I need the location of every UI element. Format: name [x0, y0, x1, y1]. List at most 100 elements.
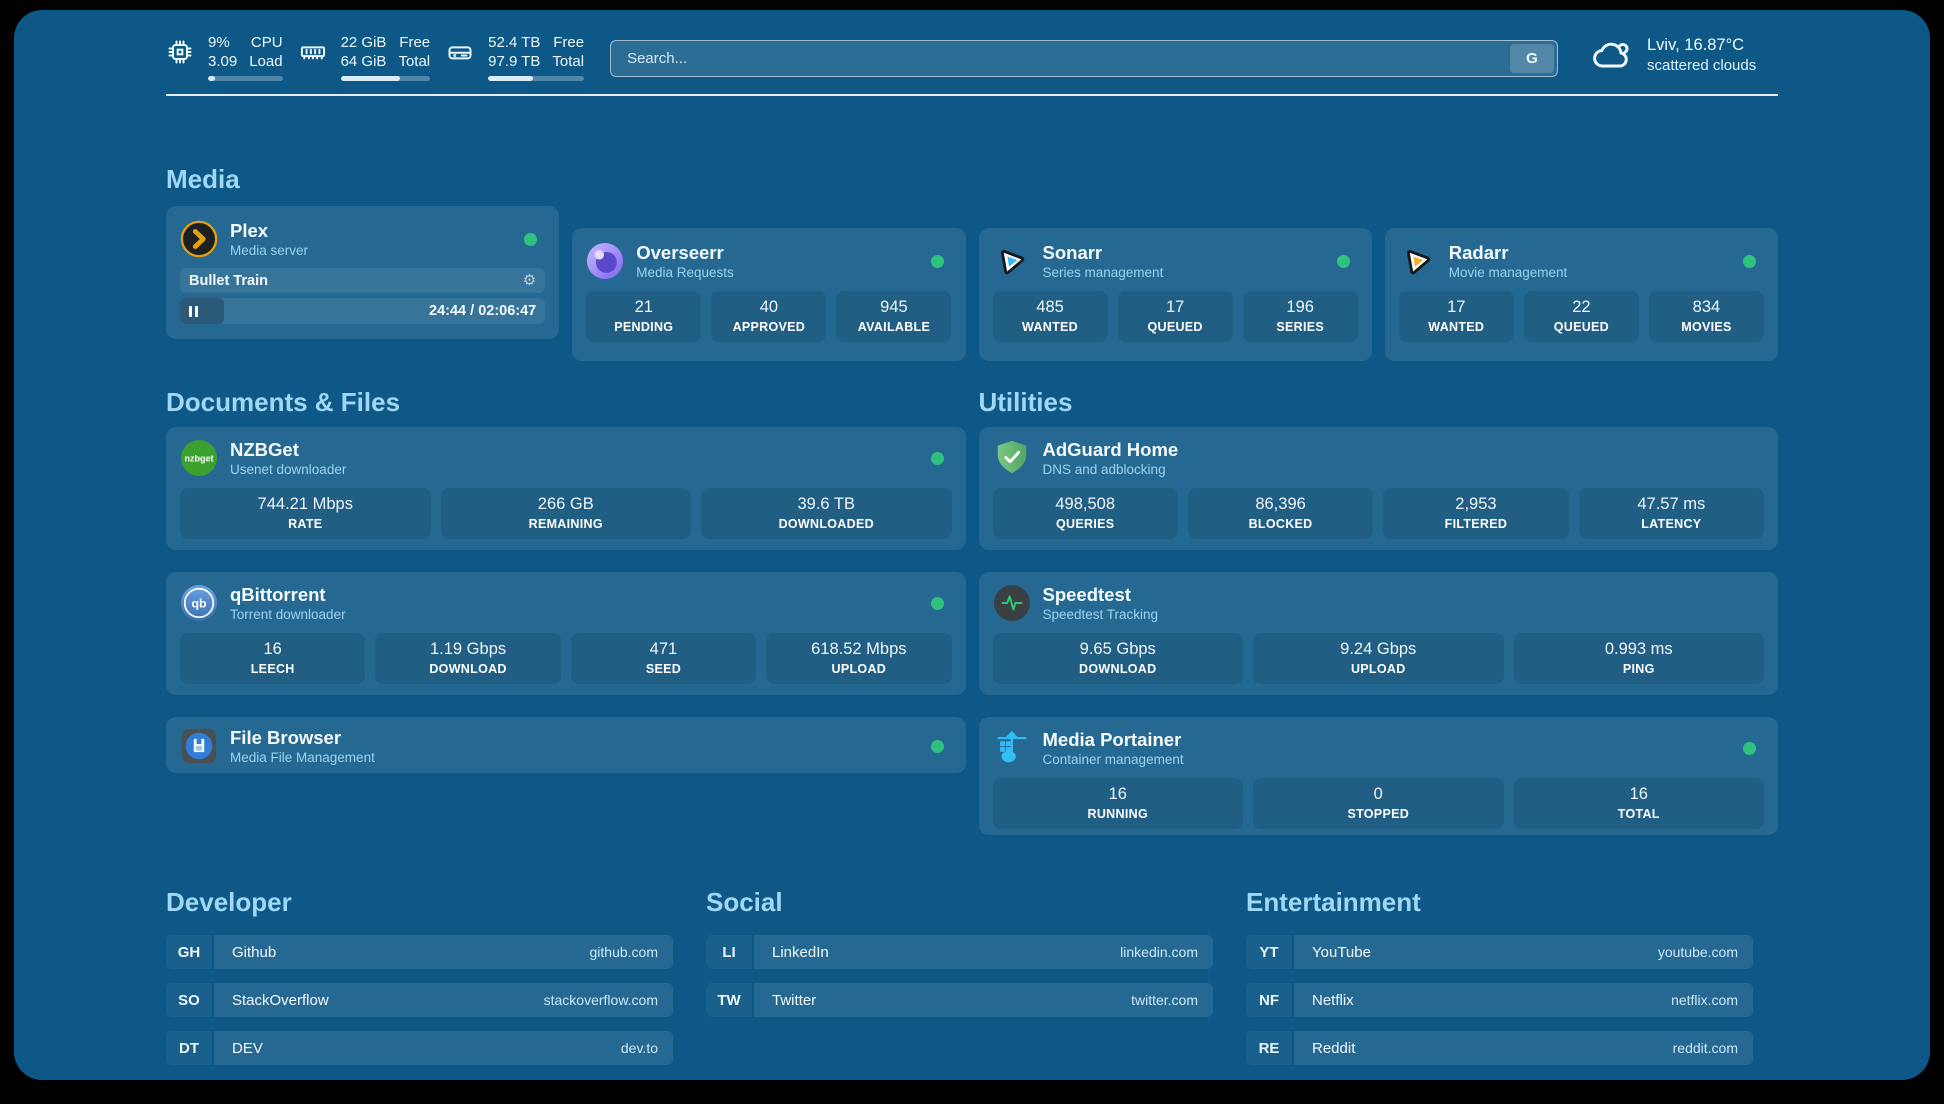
search-bar: G — [610, 40, 1558, 77]
bookmark-github[interactable]: GH Github github.com — [166, 935, 673, 969]
bookmark-twitter[interactable]: TW Twitter twitter.com — [706, 983, 1213, 1017]
media-grid: Plex Media server Bullet Train ⚙ 24:44 /… — [166, 206, 1778, 361]
weather-widget: Lviv, 16.87°C scattered clouds — [1590, 33, 1778, 77]
bookmark-url: github.com — [589, 944, 658, 960]
nzbget-stat-remaining: 266 GB REMAINING — [440, 488, 691, 539]
bookmark-url: twitter.com — [1131, 992, 1198, 1008]
adguard-stat-filtered: 2,953 FILTERED — [1383, 488, 1569, 539]
pause-icon[interactable] — [189, 305, 198, 317]
portainer-icon — [993, 729, 1031, 767]
card-sonarr[interactable]: Sonarr Series management 485 WANTED 17 QUE… — [978, 228, 1372, 361]
bookmark-abbr: GH — [166, 935, 212, 969]
bookmark-url: stackoverflow.com — [543, 992, 658, 1008]
search-input[interactable] — [610, 40, 1558, 77]
bookmark-name: Reddit — [1312, 1039, 1356, 1057]
nzbget-stat-downloaded: 39.6 TB DOWNLOADED — [701, 488, 952, 539]
bookmark-url: dev.to — [620, 1040, 658, 1056]
radarr-subtitle: Movie management — [1448, 265, 1568, 280]
speedtest-subtitle: Speedtest Tracking — [1042, 607, 1159, 622]
speedtest-stat-ping: 0.993 ms PING — [1513, 633, 1764, 684]
card-nzbget[interactable]: nzbget NZBGet Usenet downloader 744.21 M… — [166, 427, 966, 550]
radarr-status-dot — [1743, 254, 1756, 268]
bookmark-name: YouTube — [1312, 943, 1371, 961]
bookmark-url: reddit.com — [1672, 1040, 1738, 1056]
speedtest-icon — [993, 584, 1031, 622]
section-title-developer: Developer — [166, 887, 292, 917]
adguard-stat-latency: 47.57 ms LATENCY — [1578, 488, 1764, 539]
portainer-stat-stopped: 0 STOPPED — [1253, 778, 1504, 829]
bookmark-name: StackOverflow — [232, 991, 329, 1009]
bookmark-url: youtube.com — [1657, 944, 1738, 960]
nzbget-title: NZBGet — [230, 439, 299, 460]
card-filebrowser[interactable]: File Browser Media File Management — [166, 717, 966, 773]
sonarr-title: Sonarr — [1042, 242, 1103, 263]
qbittorrent-title: qBittorrent — [230, 584, 326, 605]
sonarr-stat-series: 196 SERIES — [1242, 291, 1358, 342]
ram-progress — [340, 76, 431, 81]
system-stats: 9% 3.09 CPU Load 22 GiB — [166, 33, 585, 81]
sonarr-status-dot — [1336, 254, 1350, 268]
adguard-stat-blocked: 86,396 BLOCKED — [1187, 488, 1374, 539]
overseerr-status-dot — [930, 254, 944, 268]
overseerr-stat-available: 945 AVAILABLE — [836, 291, 952, 342]
bookmark-netflix[interactable]: NF Netflix netflix.com — [1246, 983, 1753, 1017]
utilities-column: Utilities AdGuard Home DNS and adblockin… — [978, 385, 1778, 835]
weather-summary: Lviv, 16.87°C — [1647, 35, 1745, 54]
overseerr-stat-approved: 40 APPROVED — [711, 291, 827, 342]
bookmark-linkedin[interactable]: LI LinkedIn linkedin.com — [706, 935, 1213, 969]
bookmarks-entertainment: Entertainment YT YouTube youtube.com NF … — [1246, 885, 1753, 1079]
card-adguard[interactable]: AdGuard Home DNS and adblocking 498,508 Q… — [978, 427, 1778, 550]
nzbget-icon: nzbget — [180, 439, 218, 477]
documents-column: Documents & Files nzbget NZBGet Usenet d… — [166, 385, 966, 835]
bookmark-name: Netflix — [1312, 991, 1354, 1009]
playback-progress-row: 24:44 / 02:06:47 — [180, 298, 546, 324]
sonarr-stat-queued: 17 QUEUED — [1117, 291, 1233, 342]
speedtest-stat-upload: 9.24 Gbps UPLOAD — [1253, 633, 1504, 684]
ram-stat: 22 GiB 64 GiB Free Total — [299, 33, 431, 81]
disk-label-1: Free — [553, 34, 585, 51]
playback-progress-fill — [180, 298, 224, 324]
session-settings-icon[interactable]: ⚙ — [522, 272, 537, 289]
bookmark-youtube[interactable]: YT YouTube youtube.com — [1246, 935, 1753, 969]
bookmark-dev[interactable]: DT DEV dev.to — [166, 1031, 673, 1065]
portainer-stat-running: 16 RUNNING — [992, 778, 1243, 829]
bookmark-url: netflix.com — [1671, 992, 1738, 1008]
cpu-icon — [166, 38, 194, 66]
svg-text:qb: qb — [191, 596, 207, 610]
bookmark-name: Twitter — [772, 991, 817, 1009]
bookmark-stackoverflow[interactable]: SO StackOverflow stackoverflow.com — [166, 983, 673, 1017]
radarr-icon — [1399, 242, 1437, 280]
portainer-title: Media Portainer — [1042, 729, 1182, 750]
ram-total: 64 GiB — [340, 53, 387, 70]
bookmark-abbr: DT — [166, 1031, 212, 1065]
bookmark-name: DEV — [232, 1039, 263, 1057]
cpu-label-1: CPU — [250, 34, 283, 51]
header: 9% 3.09 CPU Load 22 GiB — [166, 33, 1778, 81]
sonarr-subtitle: Series management — [1042, 265, 1164, 280]
card-speedtest[interactable]: Speedtest Speedtest Tracking 9.65 Gbps DO… — [978, 572, 1778, 695]
disk-free: 52.4 TB — [488, 34, 541, 51]
card-portainer[interactable]: Media Portainer Container management 16 R… — [978, 717, 1778, 835]
card-radarr[interactable]: Radarr Movie management 17 WANTED 22 QUEUE… — [1384, 228, 1778, 361]
sonarr-stat-wanted: 485 WANTED — [992, 291, 1108, 342]
bookmark-name: Github — [232, 943, 277, 961]
plex-status-dot — [524, 232, 538, 246]
qbittorrent-stat-download: 1.19 Gbps DOWNLOAD — [375, 633, 561, 684]
card-qbittorrent[interactable]: qb qBittorrent Torrent downloader 16 LEEC… — [166, 572, 966, 695]
bookmark-reddit[interactable]: RE Reddit reddit.com — [1246, 1031, 1753, 1065]
search-engine-button[interactable]: G — [1510, 44, 1554, 73]
bookmark-name: LinkedIn — [772, 943, 829, 961]
header-divider — [166, 94, 1778, 96]
card-overseerr[interactable]: Overseerr Media Requests 21 PENDING 40 APP… — [572, 228, 966, 361]
ram-icon — [299, 38, 327, 66]
cpu-percent: 9% — [208, 34, 230, 51]
speedtest-stat-download: 9.65 Gbps DOWNLOAD — [992, 633, 1243, 684]
bookmark-abbr: YT — [1246, 935, 1292, 969]
filebrowser-status-dot — [930, 739, 944, 753]
bookmarks: Developer GH Github github.com SO StackO… — [166, 885, 1778, 1079]
card-plex[interactable]: Plex Media server Bullet Train ⚙ 24:44 /… — [166, 206, 560, 339]
adguard-icon — [993, 439, 1031, 477]
plex-icon — [180, 220, 218, 258]
section-title-entertainment: Entertainment — [1246, 887, 1421, 917]
section-title-utilities: Utilities — [978, 387, 1073, 417]
